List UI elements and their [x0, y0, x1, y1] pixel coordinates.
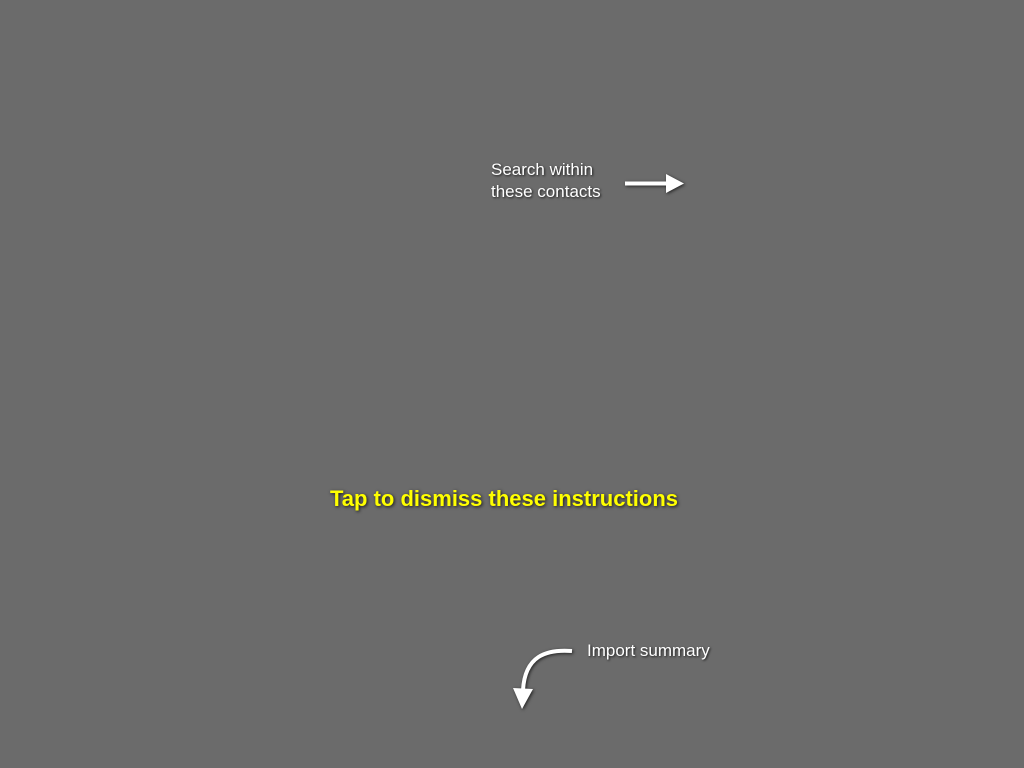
search-hint-line1: Search within: [491, 160, 594, 179]
import-summary-hint: Import summary: [587, 641, 710, 660]
dismiss-instructions[interactable]: Tap to dismiss these instructions: [330, 486, 678, 511]
arrow-right-icon: [625, 174, 684, 193]
curved-arrow-down-icon: [513, 648, 573, 709]
search-hint: Search within these contacts: [491, 159, 601, 203]
search-hint-line2: these contacts: [491, 182, 601, 201]
